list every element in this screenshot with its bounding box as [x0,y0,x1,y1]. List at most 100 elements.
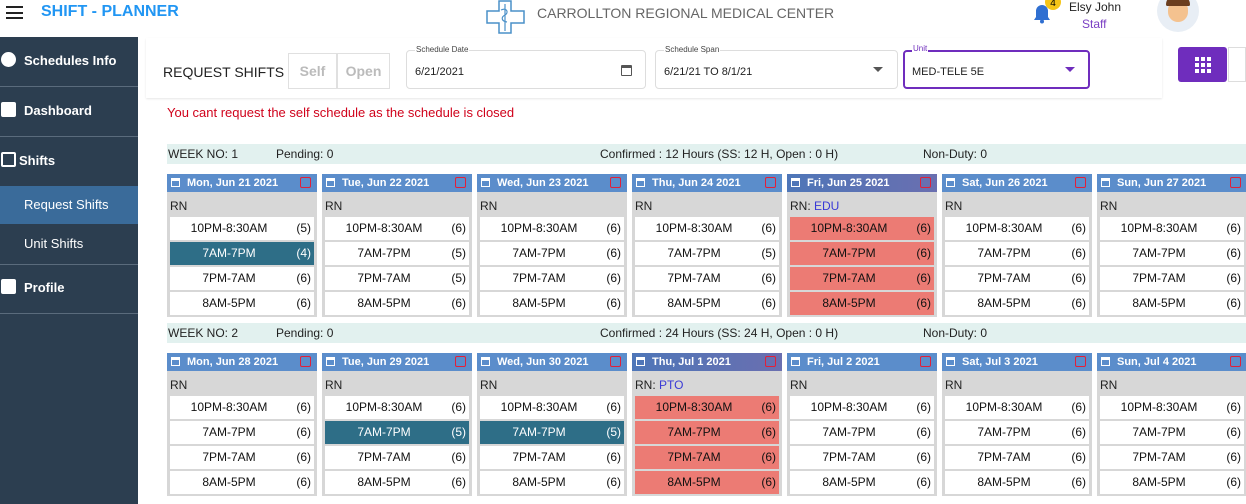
toggle-button[interactable]: Self [288,53,337,89]
shift-cell[interactable] [635,421,779,444]
nav-item[interactable]: Shifts [19,153,56,168]
shift-cell[interactable] [480,421,624,444]
shift-cell[interactable] [635,242,779,265]
nav-item[interactable]: Profile [24,280,65,295]
shift-cell[interactable] [635,217,779,240]
shift-cell[interactable] [325,217,469,240]
shift-cell[interactable] [1100,396,1244,419]
field-label: Schedule Date [415,45,470,54]
shift-cell[interactable] [1100,471,1244,494]
shift-cell[interactable] [635,267,779,290]
shift-cell[interactable] [170,242,314,265]
nav-icon [1,102,16,117]
select-field[interactable] [655,50,898,89]
toggle-button[interactable]: Open [337,53,390,89]
shift-cell[interactable] [1100,242,1244,265]
shift-cell[interactable] [480,292,624,315]
shift-cell[interactable] [945,421,1089,444]
shift-count: (6) [451,450,466,464]
shift-cell[interactable] [945,471,1089,494]
nav-item[interactable]: Schedules Info [24,53,117,68]
shift-cell[interactable] [325,396,469,419]
shift-time: 8AM-5PM [357,296,411,310]
shift-cell[interactable] [945,267,1089,290]
shift-cell[interactable] [635,446,779,469]
more-menu[interactable] [1228,47,1246,82]
select-field[interactable] [406,50,646,89]
shift-cell[interactable] [325,292,469,315]
unavailable-icon [1230,177,1241,188]
day-role: RN [1100,199,1118,213]
shift-cell[interactable] [325,421,469,444]
shift-cell[interactable] [1100,292,1244,315]
day-role: RN [945,199,963,213]
shift-cell[interactable] [480,471,624,494]
dropdown-arrow [873,67,883,72]
day-date: Mon, Jun 28 2021 [187,356,279,368]
avatar[interactable] [1157,0,1199,32]
calendar-icon [636,357,645,366]
shift-cell[interactable] [790,217,934,240]
shift-cell[interactable] [480,217,624,240]
bell-icon[interactable] [1030,0,1054,24]
shift-cell[interactable] [480,446,624,469]
shift-cell[interactable] [635,292,779,315]
shift-cell[interactable] [945,446,1089,469]
day-date: Thu, Jul 1 2021 [652,356,731,368]
day-role: RN [170,378,188,392]
notification-badge: 4 [1045,0,1061,10]
field-value: 6/21/21 TO 8/1/21 [664,66,753,78]
shift-cell[interactable] [790,421,934,444]
shift-count: (6) [761,271,776,285]
shift-time: 7PM-7AM [667,450,721,464]
shift-count: (6) [296,271,311,285]
shift-cell[interactable] [170,267,314,290]
select-field[interactable] [903,50,1090,89]
shift-cell[interactable] [480,242,624,265]
shift-cell[interactable] [790,446,934,469]
shift-cell[interactable] [170,396,314,419]
shift-cell[interactable] [170,217,314,240]
unavailable-icon [1075,177,1086,188]
shift-cell[interactable] [635,471,779,494]
shift-count: (6) [296,450,311,464]
shift-cell[interactable] [790,242,934,265]
shift-cell[interactable] [945,292,1089,315]
shift-cell[interactable] [480,267,624,290]
shift-cell[interactable] [325,267,469,290]
shift-cell[interactable] [790,267,934,290]
shift-cell[interactable] [1100,217,1244,240]
shift-count: (6) [1071,425,1086,439]
shift-cell[interactable] [170,292,314,315]
shift-cell[interactable] [1100,421,1244,444]
shift-cell[interactable] [325,242,469,265]
shift-count: (6) [1071,296,1086,310]
menu-icon[interactable] [6,6,23,19]
shift-time: 7PM-7AM [512,271,566,285]
shift-cell[interactable] [170,421,314,444]
nav-item[interactable]: Unit Shifts [24,236,84,251]
shift-count: (6) [1071,271,1086,285]
shift-cell[interactable] [790,471,934,494]
shift-cell[interactable] [480,396,624,419]
shift-cell[interactable] [945,242,1089,265]
shift-count: (6) [296,296,311,310]
shift-cell[interactable] [170,446,314,469]
shift-cell[interactable] [945,396,1089,419]
nav-item[interactable]: Dashboard [24,103,92,118]
day-role: RN [635,199,653,213]
shift-time: 8AM-5PM [667,475,721,489]
shift-time: 7AM-7PM [357,425,411,439]
shift-cell[interactable] [325,471,469,494]
shift-cell[interactable] [170,471,314,494]
shift-cell[interactable] [1100,446,1244,469]
view-toggle[interactable] [1178,47,1227,82]
shift-cell[interactable] [790,396,934,419]
nav-item[interactable]: Request Shifts [24,197,109,212]
shift-cell[interactable] [635,396,779,419]
shift-cell[interactable] [1100,267,1244,290]
shift-count: (6) [916,400,931,414]
shift-cell[interactable] [945,217,1089,240]
shift-cell[interactable] [790,292,934,315]
shift-cell[interactable] [325,446,469,469]
